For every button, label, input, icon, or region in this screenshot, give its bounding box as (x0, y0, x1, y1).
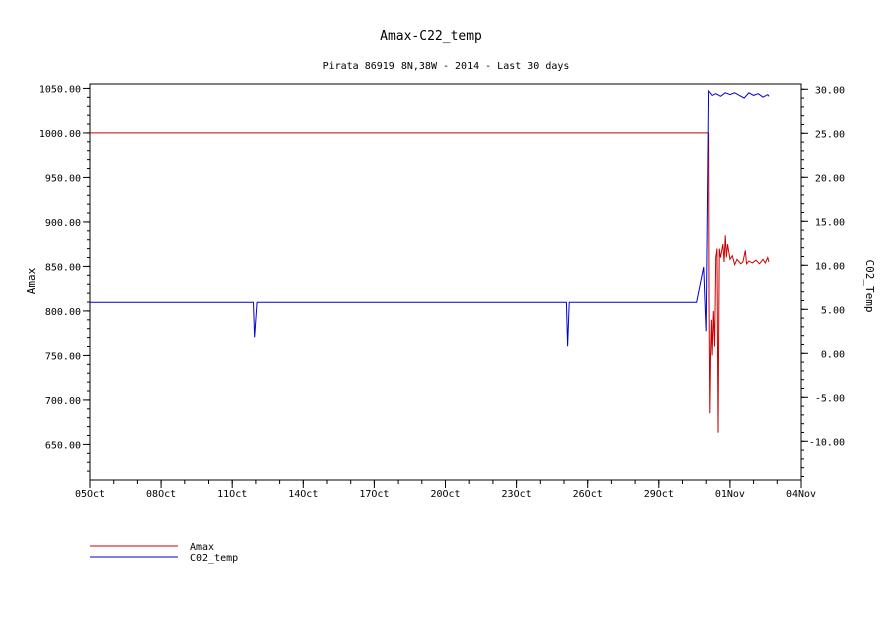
y-right-tick-label: 25.00 (815, 129, 845, 140)
y-right-tick-label: 20.00 (815, 173, 845, 184)
x-tick-label: 29Oct (644, 489, 674, 500)
y-left-tick-label: 900.00 (45, 218, 81, 229)
y-right-tick-label: 30.00 (815, 85, 845, 96)
plot-border (89, 83, 802, 481)
x-tick-label: 05Oct (75, 489, 105, 500)
x-axis: 05Oct 08Oct 11Oct 14Oct 17Oct 20Oct 23Oct 26Oct… (75, 480, 816, 500)
y-left-tick-label: 700.00 (45, 396, 81, 407)
legend-label-c02_temp: C02_temp (190, 553, 238, 564)
x-tick-label: 23Oct (502, 489, 532, 500)
x-tick-label: 11Oct (217, 489, 247, 500)
y-right-tick-label: 10.00 (815, 261, 845, 272)
y-axis-left-label: Amax (25, 267, 38, 294)
x-tick-label: 01Nov (715, 489, 745, 500)
chart-subtitle: Pirata 86919 8N,38W - 2014 - Last 30 day… (323, 61, 570, 72)
series-layer (90, 89, 770, 433)
x-tick-label: 04Nov (786, 489, 816, 500)
x-tick-label: 14Oct (288, 489, 318, 500)
y-right-tick-label: -5.00 (815, 393, 845, 404)
plot-frame (89, 83, 802, 481)
y-right-tick-label: 5.00 (821, 305, 845, 316)
x-tick-label: 08Oct (146, 489, 176, 500)
series-line-c02_temp (90, 89, 770, 347)
y-left-tick-label: 850.00 (45, 262, 81, 273)
series-line-amax (90, 132, 770, 433)
x-tick-label: 17Oct (359, 489, 389, 500)
y-left-tick-label: 950.00 (45, 173, 81, 184)
chart-title: Amax-C22_temp (380, 29, 482, 44)
y-right-tick-label: -10.00 (809, 437, 845, 448)
y-axis-right-label: C02_Temp (863, 260, 876, 313)
y-left-tick-label: 750.00 (45, 351, 81, 362)
y-right-tick-label: 0.00 (821, 349, 845, 360)
x-tick-label: 26Oct (573, 489, 603, 500)
y-left-tick-label: 800.00 (45, 307, 81, 318)
y-right-tick-label: 15.00 (815, 217, 845, 228)
y-left-tick-label: 1000.00 (39, 129, 81, 140)
y-axis-left: 650.00 700.00 750.00 800.00 850.00 900.00 950.… (39, 84, 90, 472)
y-left-tick-label: 1050.00 (39, 84, 81, 95)
x-tick-label: 20Oct (430, 489, 460, 500)
y-left-tick-label: 650.00 (45, 440, 81, 451)
legend-label-amax: Amax (190, 542, 214, 553)
y-axis-right: -10.00 -5.00 0.00 5.00 10.00 15.00 20.00 25.00 3… (801, 85, 845, 477)
